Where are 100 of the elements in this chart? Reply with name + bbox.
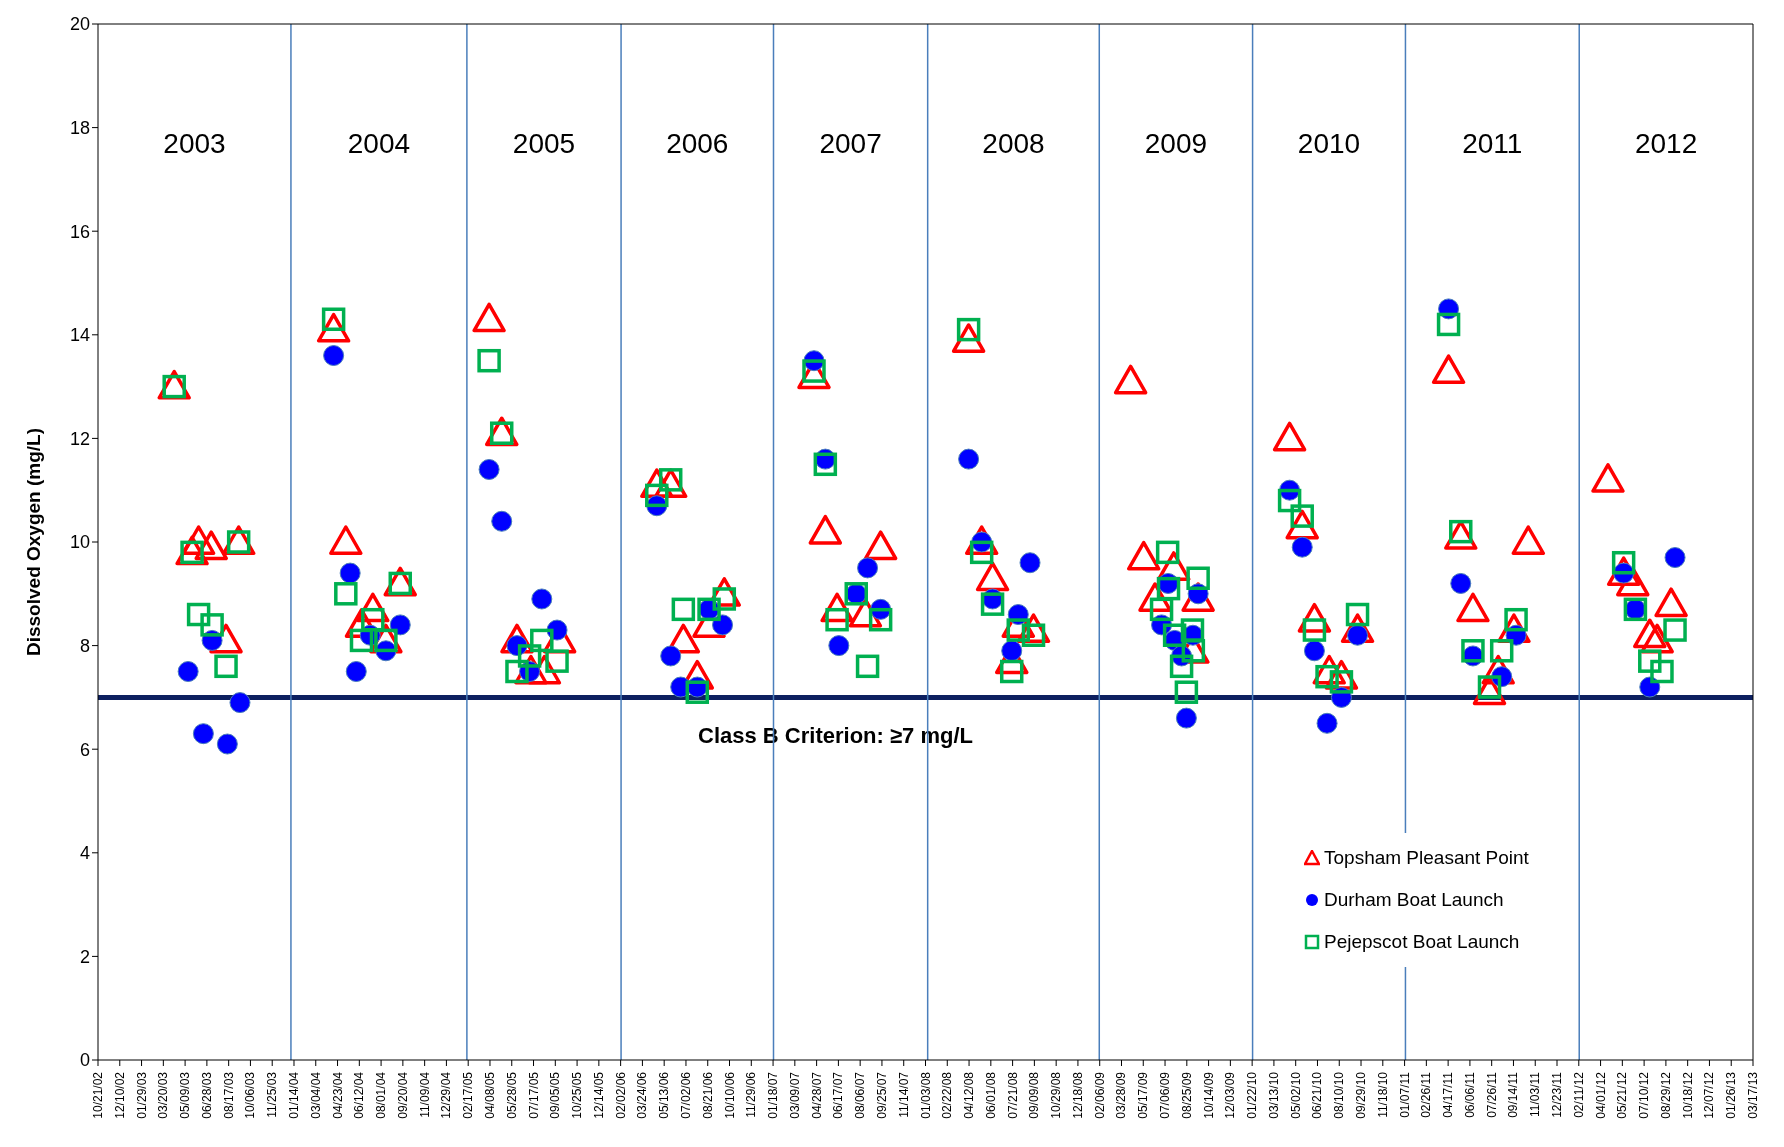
annotation: 2007: [819, 128, 882, 160]
annotation: 2006: [666, 128, 729, 160]
y-tick-label: 18: [69, 117, 90, 138]
x-tick-label: 10/21/02: [91, 1071, 105, 1119]
legend-label: Topsham Pleasant Point: [1324, 847, 1529, 869]
x-tick-label: 11/14/07: [896, 1071, 911, 1118]
x-tick-label: 12/14/05: [591, 1071, 606, 1119]
annotation: 2005: [512, 128, 576, 160]
x-tick-label: 09/09/08: [1027, 1071, 1042, 1119]
x-tick-label: 05/28/05: [504, 1071, 519, 1119]
y-tick-label: 20: [69, 14, 90, 35]
x-tick-label: 09/14/11: [1506, 1071, 1521, 1118]
x-tick-label: 07/17/05: [526, 1071, 541, 1119]
x-tick-label: 01/26/13: [1724, 1071, 1739, 1119]
x-tick-label: 08/29/12: [1658, 1071, 1673, 1119]
x-tick-label: 11/03/11: [1528, 1071, 1543, 1117]
x-tick-label: 09/05/05: [548, 1071, 563, 1119]
x-tick-label: 11/29/06: [744, 1071, 759, 1118]
x-tick-label: 11/25/03: [265, 1071, 280, 1118]
x-tick-label: 03/13/10: [1266, 1071, 1281, 1119]
x-tick-label: 09/29/10: [1354, 1071, 1369, 1119]
x-tick-label: 05/21/12: [1615, 1071, 1630, 1119]
x-tick-label: 07/06/09: [1158, 1071, 1173, 1119]
x-tick-label: 10/06/03: [243, 1071, 258, 1119]
x-tick-label: 12/07/12: [1702, 1071, 1717, 1119]
x-tick-label: 01/07/11: [1397, 1071, 1412, 1118]
x-tick-label: 03/24/06: [635, 1071, 650, 1119]
x-tick-label: 10/10/06: [722, 1071, 737, 1119]
x-tick-label: 07/21/08: [1005, 1071, 1020, 1119]
y-axis-title: Dissolved Oxygen (mg/L): [22, 427, 44, 657]
x-tick-label: 12/18/08: [1070, 1071, 1085, 1119]
x-tick-label: 03/09/07: [787, 1071, 802, 1119]
x-tick-label: 05/02/10: [1288, 1071, 1303, 1119]
annotation: 2011: [1462, 128, 1523, 160]
x-tick-label: 06/06/11: [1462, 1071, 1477, 1118]
x-tick-label: 05/09/03: [178, 1071, 193, 1119]
x-tick-label: 01/29/03: [134, 1071, 149, 1119]
x-tick-label: 11/18/10: [1375, 1071, 1390, 1118]
x-tick-label: 12/10/02: [112, 1071, 127, 1119]
x-tick-label: 11/09/04: [417, 1071, 432, 1118]
y-tick-label: 14: [69, 325, 90, 346]
x-tick-label: 10/18/12: [1680, 1071, 1695, 1119]
x-tick-label: 03/17/13: [1746, 1071, 1760, 1119]
x-tick-label: 10/29/08: [1049, 1071, 1064, 1119]
x-tick-label: 10/25/05: [570, 1071, 585, 1119]
x-tick-label: 02/06/09: [1092, 1071, 1107, 1119]
y-tick-label: 4: [79, 843, 90, 864]
x-tick-label: 12/29/04: [439, 1071, 454, 1119]
annotation: 2003: [163, 128, 226, 160]
x-tick-label: 04/01/12: [1593, 1071, 1608, 1119]
annotation: 2012: [1634, 128, 1698, 160]
x-tick-label: 08/17/03: [221, 1071, 236, 1119]
x-tick-label: 04/12/08: [962, 1071, 977, 1119]
x-tick-label: 10/14/09: [1201, 1071, 1216, 1119]
y-tick-label: 10: [69, 532, 90, 553]
x-tick-label: 08/01/04: [374, 1071, 389, 1119]
x-tick-label: 06/01/08: [983, 1071, 998, 1119]
x-tick-label: 02/22/08: [940, 1071, 955, 1119]
y-tick-label: 16: [69, 221, 90, 242]
x-tick-label: 08/06/07: [853, 1071, 868, 1119]
x-tick-label: 02/17/05: [461, 1071, 476, 1119]
annotation: 2008: [982, 128, 1045, 160]
x-tick-label: 08/10/10: [1332, 1071, 1347, 1119]
x-tick-label: 03/20/03: [156, 1071, 171, 1119]
x-tick-label: 04/28/07: [809, 1071, 824, 1119]
y-tick-label: 2: [79, 946, 90, 967]
x-tick-label: 03/04/04: [308, 1071, 323, 1119]
x-tick-label: 07/26/11: [1484, 1071, 1499, 1118]
y-tick-label: 8: [79, 635, 90, 656]
legend-label: Durham Boat Launch: [1324, 889, 1504, 911]
y-tick-label: 0: [79, 1050, 90, 1071]
x-tick-label: 12/03/09: [1223, 1071, 1238, 1119]
x-tick-label: 09/20/04: [395, 1071, 410, 1119]
x-tick-label: 04/17/11: [1441, 1071, 1456, 1118]
x-tick-label: 07/02/06: [678, 1071, 693, 1119]
x-tick-label: 06/12/04: [352, 1071, 367, 1119]
x-tick-label: 08/25/09: [1179, 1071, 1194, 1119]
annotation: 2010: [1297, 128, 1361, 160]
y-tick-label: 12: [69, 428, 90, 449]
x-tick-label: 02/02/06: [613, 1071, 628, 1119]
x-tick-label: 12/23/11: [1550, 1071, 1565, 1118]
x-tick-label: 04/23/04: [330, 1071, 345, 1119]
x-tick-label: 02/11/12: [1571, 1071, 1586, 1118]
x-tick-label: 08/21/06: [700, 1071, 715, 1119]
x-tick-label: 04/08/05: [482, 1071, 497, 1119]
x-tick-label: 05/17/09: [1136, 1071, 1151, 1119]
annotation: 2004: [347, 128, 411, 160]
annotation: 2009: [1144, 128, 1208, 160]
x-tick-label: 01/18/07: [766, 1071, 781, 1119]
x-tick-label: 01/22/10: [1245, 1071, 1260, 1119]
legend-label: Pejepscot Boat Launch: [1324, 931, 1520, 953]
x-tick-label: 01/14/04: [286, 1071, 301, 1119]
x-tick-label: 07/10/12: [1637, 1071, 1652, 1119]
y-tick-label: 6: [79, 739, 90, 760]
x-tick-label: 06/17/07: [831, 1071, 846, 1119]
x-tick-label: 05/13/06: [657, 1071, 672, 1119]
x-tick-label: 02/26/11: [1419, 1071, 1434, 1118]
x-tick-label: 03/28/09: [1114, 1071, 1129, 1119]
x-tick-label: 09/25/07: [874, 1071, 889, 1119]
x-tick-label: 06/28/03: [199, 1071, 214, 1119]
